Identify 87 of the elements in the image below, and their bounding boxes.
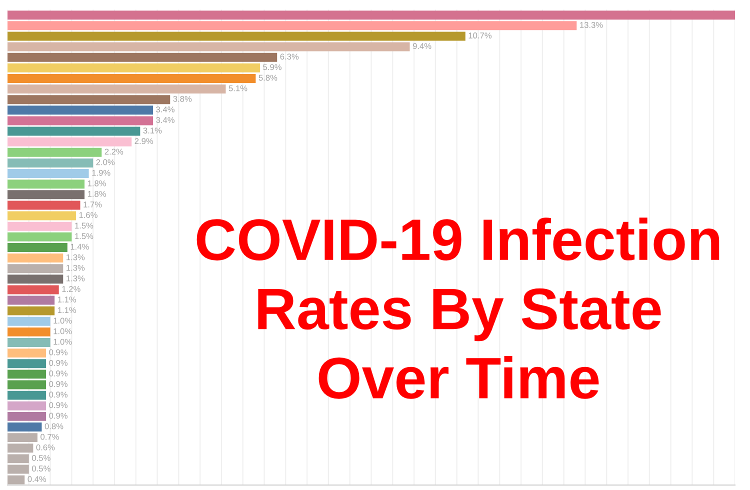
- data-label: 1.2%: [62, 286, 80, 292]
- data-label: 5.9%: [263, 64, 282, 70]
- bar: [8, 42, 410, 52]
- bar: [8, 327, 50, 336]
- bar: [8, 63, 260, 72]
- data-label: 1.3%: [66, 275, 85, 282]
- bar: [8, 169, 89, 178]
- data-label: 3.4%: [156, 106, 174, 112]
- data-label: 10.7%: [468, 32, 492, 38]
- bar: [8, 306, 55, 316]
- bar: [8, 316, 50, 326]
- bar: [8, 222, 72, 231]
- data-label: 0.9%: [49, 349, 68, 356]
- data-label: 5.8%: [258, 74, 278, 81]
- bar: [8, 390, 46, 400]
- data-label: 0.9%: [49, 392, 68, 398]
- data-label: 2.0%: [96, 159, 115, 166]
- data-label: 0.9%: [49, 370, 68, 376]
- bar: [8, 116, 153, 126]
- data-label: 0.4%: [28, 476, 46, 482]
- data-label: 1.7%: [84, 202, 102, 208]
- data-label: 1.8%: [88, 180, 106, 186]
- bar: [8, 348, 46, 358]
- bar: [8, 475, 25, 484]
- bar: [8, 190, 85, 200]
- data-label: 1.0%: [54, 338, 72, 345]
- data-label: 13.3%: [580, 22, 603, 28]
- data-label: 0.9%: [49, 360, 68, 366]
- bar: [8, 180, 85, 189]
- bar: [8, 264, 64, 274]
- text: COVID-19 Infection Rates By State Over Time: [196, 218, 720, 399]
- data-label: 1.0%: [54, 328, 72, 334]
- data-label: 1.9%: [92, 170, 110, 176]
- data-label: 1.3%: [66, 254, 85, 260]
- bar: [8, 370, 46, 379]
- bar: [8, 422, 42, 432]
- bar: [8, 285, 59, 294]
- data-label: 2.9%: [134, 138, 154, 144]
- data-label: 2.2%: [104, 148, 124, 155]
- data-label: 1.3%: [66, 264, 85, 271]
- data-label: 0.5%: [32, 455, 50, 461]
- bar: [8, 32, 466, 41]
- bar: [8, 21, 577, 30]
- data-label: 0.6%: [36, 444, 55, 450]
- data-label: 0.9%: [49, 412, 68, 419]
- bar: [8, 359, 46, 368]
- data-label: 1.6%: [79, 212, 98, 218]
- data-label: 3.1%: [143, 128, 162, 134]
- bar: [8, 52, 278, 62]
- bar: [8, 137, 132, 146]
- bar: [8, 274, 64, 284]
- data-label: 9.4%: [412, 43, 432, 50]
- data-label: 0.9%: [49, 381, 68, 387]
- data-label: 1.5%: [75, 222, 94, 229]
- data-label: 0.7%: [40, 434, 59, 440]
- bar: [8, 242, 68, 252]
- data-label: 3.8%: [173, 96, 192, 102]
- bar: [8, 380, 46, 390]
- data-label: 1.1%: [58, 307, 76, 314]
- data-label: 0.5%: [32, 466, 50, 472]
- data-label: 1.8%: [88, 190, 106, 197]
- bar: [8, 84, 226, 94]
- bar: [8, 95, 170, 104]
- data-label: 6.3%: [280, 54, 299, 60]
- bar: [8, 211, 76, 220]
- bar: [8, 338, 50, 347]
- data-label: 1.1%: [58, 296, 76, 302]
- bar: [8, 74, 256, 83]
- data-label: 1.0%: [54, 318, 72, 324]
- bar: [8, 126, 140, 136]
- bar: [8, 254, 64, 262]
- data-label: 5.1%: [228, 85, 248, 92]
- data-label: 0.8%: [44, 423, 64, 430]
- bar: [8, 200, 80, 210]
- data-label: 3.4%: [156, 117, 174, 123]
- bar: [8, 106, 153, 115]
- bar: [8, 148, 102, 157]
- bar: [8, 464, 29, 474]
- bar: [8, 412, 46, 421]
- bar: [8, 296, 55, 305]
- bar: [8, 232, 72, 242]
- data-label: 0.9%: [49, 402, 68, 408]
- bar: [8, 401, 46, 410]
- bar: [8, 10, 735, 20]
- data-label: 1.4%: [70, 244, 89, 250]
- bar: [8, 158, 94, 168]
- data-label: 1.5%: [75, 233, 94, 240]
